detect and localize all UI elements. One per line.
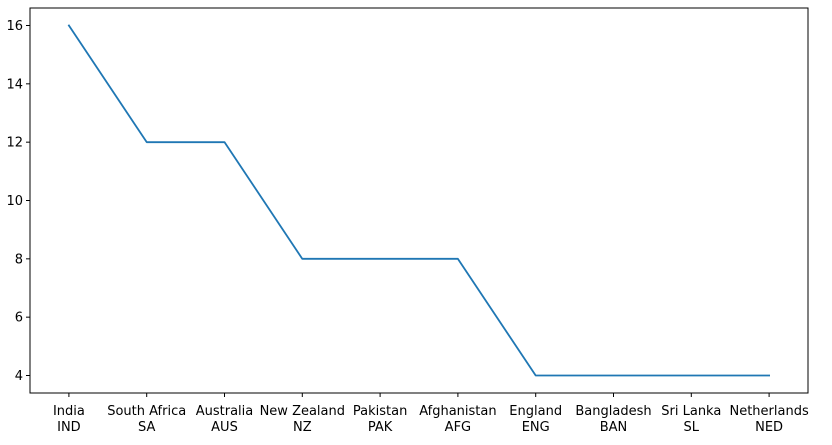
x-tick-label: Sri Lanka SL bbox=[661, 404, 721, 435]
series-layer bbox=[67, 24, 770, 377]
x-tick-label-line: AFG bbox=[445, 420, 471, 435]
y-axis: 4 6 8 10 12 14 16 bbox=[6, 19, 30, 384]
y-tick-label: 14 bbox=[6, 77, 23, 92]
x-tick-label-line: IND bbox=[57, 420, 81, 435]
x-tick-label-line: Sri Lanka bbox=[661, 404, 721, 419]
x-tick-label-line: SA bbox=[138, 420, 155, 435]
series-line bbox=[67, 24, 770, 377]
y-tick-label: 16 bbox=[6, 19, 23, 34]
x-tick-label-line: Australia bbox=[196, 404, 254, 419]
x-tick-label: South Africa SA bbox=[107, 404, 186, 435]
x-tick-label: Australia AUS bbox=[196, 404, 254, 435]
x-tick-label-line: BAN bbox=[600, 420, 628, 435]
x-tick-label-line: SL bbox=[684, 420, 700, 435]
x-tick-label: Pakistan PAK bbox=[353, 404, 407, 435]
x-tick-label-line: ENG bbox=[522, 420, 550, 435]
x-tick-label: India IND bbox=[53, 404, 85, 435]
x-tick-label: Bangladesh BAN bbox=[575, 404, 651, 435]
x-tick-label-line: Afghanistan bbox=[419, 404, 496, 419]
y-tick-label: 4 bbox=[15, 369, 23, 384]
y-tick-label: 10 bbox=[6, 194, 23, 209]
x-tick-label: Afghanistan AFG bbox=[419, 404, 496, 435]
x-tick-label-line: Pakistan bbox=[353, 404, 407, 419]
x-tick-label: England ENG bbox=[509, 404, 562, 435]
x-tick-label-line: South Africa bbox=[107, 404, 186, 419]
x-tick-label-line: England bbox=[509, 404, 562, 419]
x-tick-label-line: PAK bbox=[368, 420, 393, 435]
y-tick-label: 6 bbox=[15, 311, 23, 326]
y-tick-label: 8 bbox=[15, 252, 23, 267]
x-tick-label-line: Netherlands bbox=[729, 404, 808, 419]
x-tick-label-line: AUS bbox=[211, 420, 238, 435]
x-tick-label-line: NED bbox=[755, 420, 783, 435]
x-tick-label-line: Bangladesh bbox=[575, 404, 651, 419]
x-tick-label-line: New Zealand bbox=[260, 404, 345, 419]
plot-area bbox=[29, 7, 809, 394]
y-tick-label: 12 bbox=[6, 136, 23, 151]
x-tick-label: New Zealand NZ bbox=[260, 404, 345, 435]
x-tick-label-line: India bbox=[53, 404, 85, 419]
x-tick-label-line: NZ bbox=[293, 420, 312, 435]
x-tick-label: Netherlands NED bbox=[729, 404, 808, 435]
